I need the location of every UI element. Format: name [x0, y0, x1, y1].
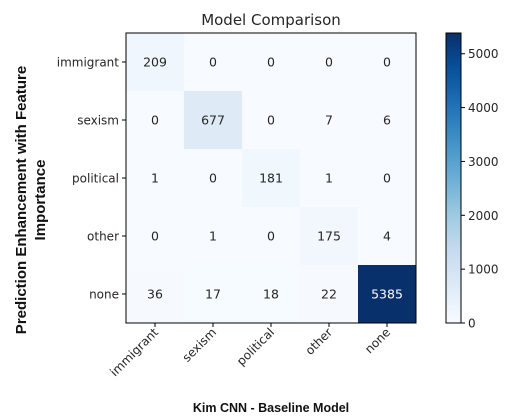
- cell-value-label: 181: [259, 171, 283, 186]
- heatmap-cell: [300, 91, 359, 150]
- cell-value-label: 7: [325, 113, 333, 128]
- heatmap-cell: [358, 207, 417, 266]
- heatmap-cell: [242, 207, 301, 266]
- y-tick-label: political: [72, 172, 119, 186]
- heatmap-cell: [358, 91, 417, 150]
- heatmap-cell: [358, 149, 417, 208]
- heatmap-cell: [184, 33, 243, 92]
- y-axis-label-line-2: Importance: [32, 160, 49, 241]
- x-tick-label: political: [234, 325, 277, 368]
- heatmap-cell: [184, 207, 243, 266]
- cell-value-label: 1: [325, 171, 333, 186]
- x-tick-label: none: [362, 325, 393, 356]
- heatmap-cell: [184, 149, 243, 208]
- cell-value-label: 36: [147, 287, 163, 302]
- colorbar: [445, 32, 462, 324]
- heatmap-cell: [242, 33, 301, 92]
- heatmap-cell-labels: 209 0 0 0 0 0 677 0 7 6 1 0 181 1 0 0 1 0 175 4 36 17 18 22 5385: [143, 55, 403, 302]
- cell-value-label: 175: [317, 229, 341, 244]
- cell-value-label: 677: [201, 113, 225, 128]
- cell-value-label: 1: [151, 171, 159, 186]
- cell-value-label: 0: [151, 229, 159, 244]
- heatmap-cell: [242, 91, 301, 150]
- cell-value-label: 0: [267, 113, 275, 128]
- colorbar-tick-label: 1000: [468, 263, 499, 277]
- heatmap-cell: [126, 91, 185, 150]
- y-axis-ticks: immigrant sexism political other none: [57, 56, 126, 302]
- x-axis-label: Kim CNN - Baseline Model: [193, 401, 349, 415]
- heatmap-cell: [242, 265, 301, 324]
- cell-value-label: 0: [325, 55, 333, 70]
- heatmap-cell: [126, 149, 185, 208]
- heatmap-cell: [300, 207, 359, 266]
- heatmap-cell: [184, 265, 243, 324]
- x-axis-ticks: immigrant sexism political other none: [107, 323, 393, 379]
- heatmap-cell: [300, 33, 359, 92]
- colorbar-ticks: 0 1000 2000 3000 4000 5000: [461, 47, 499, 331]
- cell-value-label: 22: [321, 287, 337, 302]
- heatmap-cell: [184, 91, 243, 150]
- y-tick-label: none: [89, 288, 119, 302]
- heatmap-cell: [126, 33, 185, 92]
- heatmap-cell: [358, 265, 417, 324]
- cell-value-label: 17: [205, 287, 221, 302]
- cell-value-label: 0: [209, 171, 217, 186]
- cell-value-label: 0: [383, 171, 391, 186]
- cell-value-label: 209: [143, 55, 167, 70]
- x-tick-label: sexism: [180, 325, 219, 364]
- cell-value-label: 0: [267, 55, 275, 70]
- cell-value-label: 6: [383, 113, 391, 128]
- colorbar-tick-label: 4000: [468, 101, 499, 115]
- colorbar-tick-label: 0: [468, 317, 476, 331]
- y-axis-label-line-1: Prediction Enhancement with Feature: [13, 66, 30, 334]
- cell-value-label: 18: [263, 287, 279, 302]
- heatmap-cells: [126, 33, 417, 324]
- cell-value-label: 0: [267, 229, 275, 244]
- cell-value-label: 5385: [371, 287, 403, 302]
- heatmap-cell: [126, 207, 185, 266]
- heatmap-cell: [300, 265, 359, 324]
- colorbar-tick-label: 2000: [468, 209, 499, 223]
- y-tick-label: other: [87, 230, 119, 244]
- heatmap-cell: [242, 149, 301, 208]
- heatmap-cell: [300, 149, 359, 208]
- x-tick-label: other: [303, 325, 336, 358]
- y-tick-label: immigrant: [57, 56, 120, 70]
- colorbar-tick-label: 5000: [468, 47, 499, 61]
- y-tick-label: sexism: [77, 114, 119, 128]
- cell-value-label: 0: [383, 55, 391, 70]
- cell-value-label: 0: [151, 113, 159, 128]
- cell-value-label: 1: [209, 229, 217, 244]
- heatmap-cell: [358, 33, 417, 92]
- x-tick-label: immigrant: [107, 325, 161, 379]
- chart-title: Model Comparison: [201, 11, 341, 29]
- cell-value-label: 0: [209, 55, 217, 70]
- heatmap-cell: [126, 265, 185, 324]
- colorbar-tick-label: 3000: [468, 155, 499, 169]
- cell-value-label: 4: [383, 229, 391, 244]
